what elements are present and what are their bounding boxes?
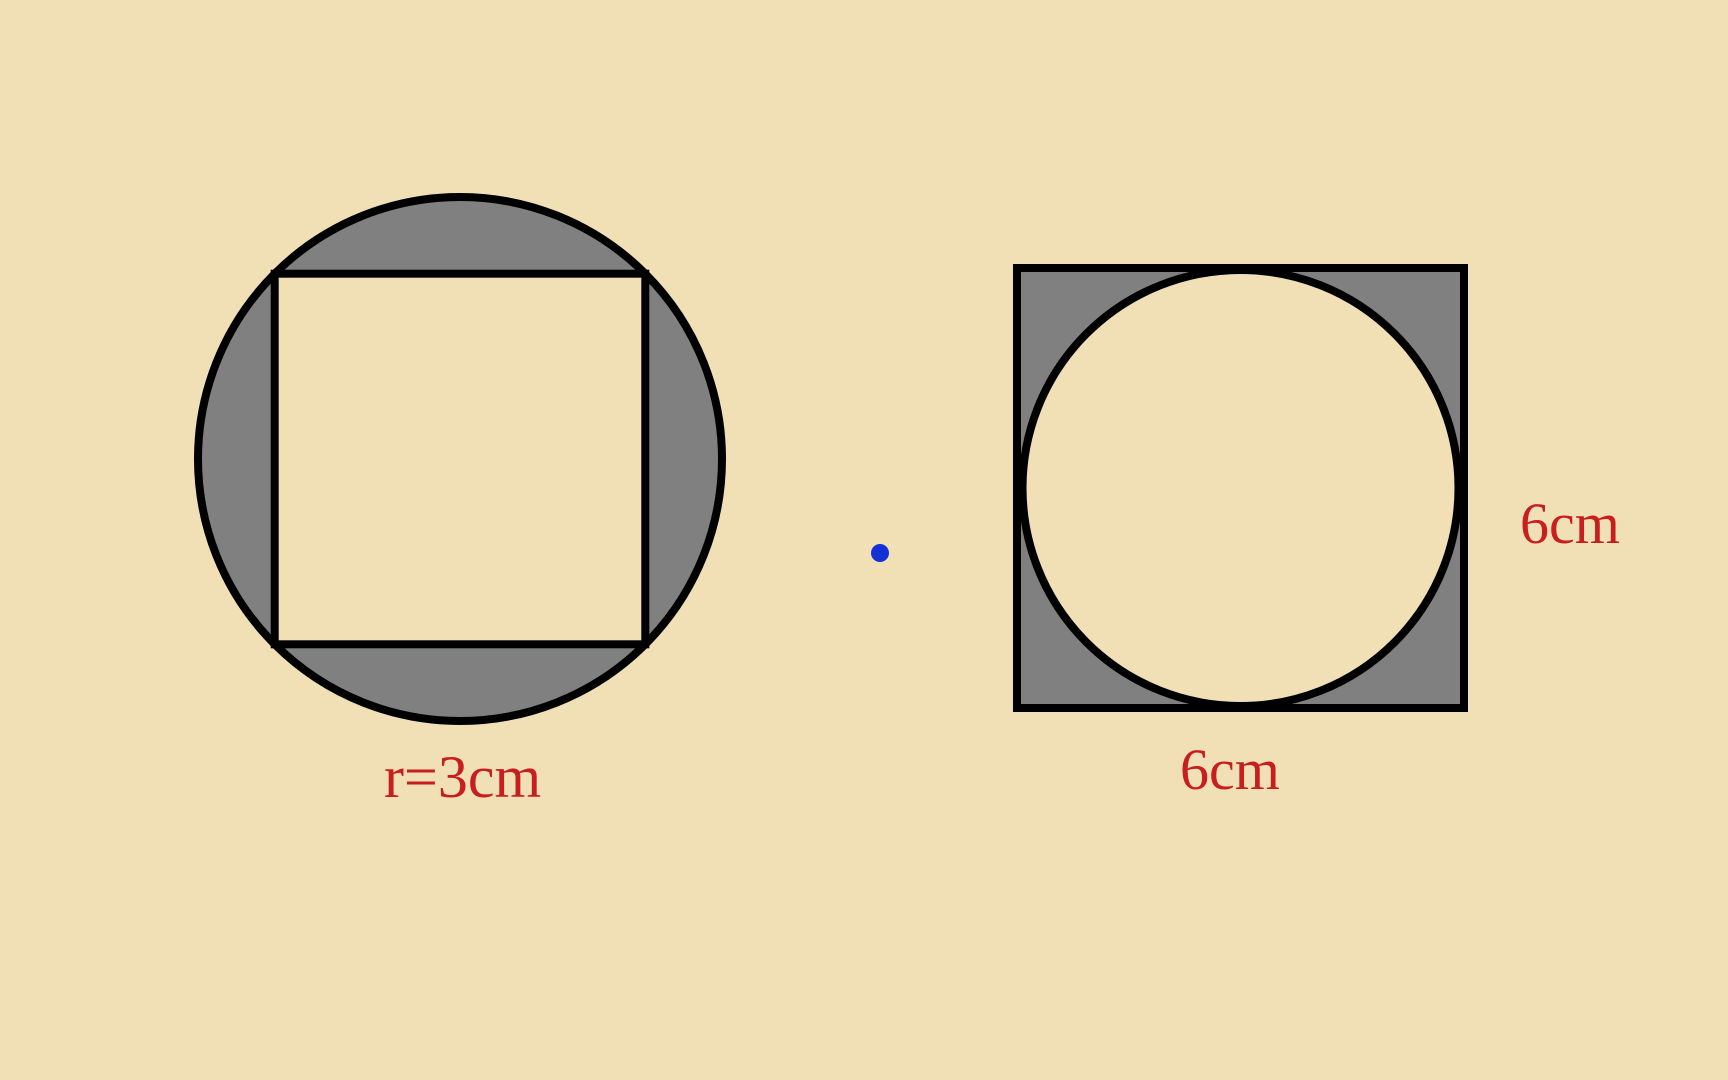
diagram-svg — [0, 0, 1728, 1080]
left-inscribed-square-fill — [275, 274, 646, 645]
diagram-stage: r=3cm 6cm 6cm — [0, 0, 1728, 1080]
left-radius-label: r=3cm — [384, 743, 541, 812]
right-height-label: 6cm — [1520, 490, 1620, 557]
right-width-label: 6cm — [1180, 736, 1280, 803]
center-dot — [871, 544, 889, 562]
